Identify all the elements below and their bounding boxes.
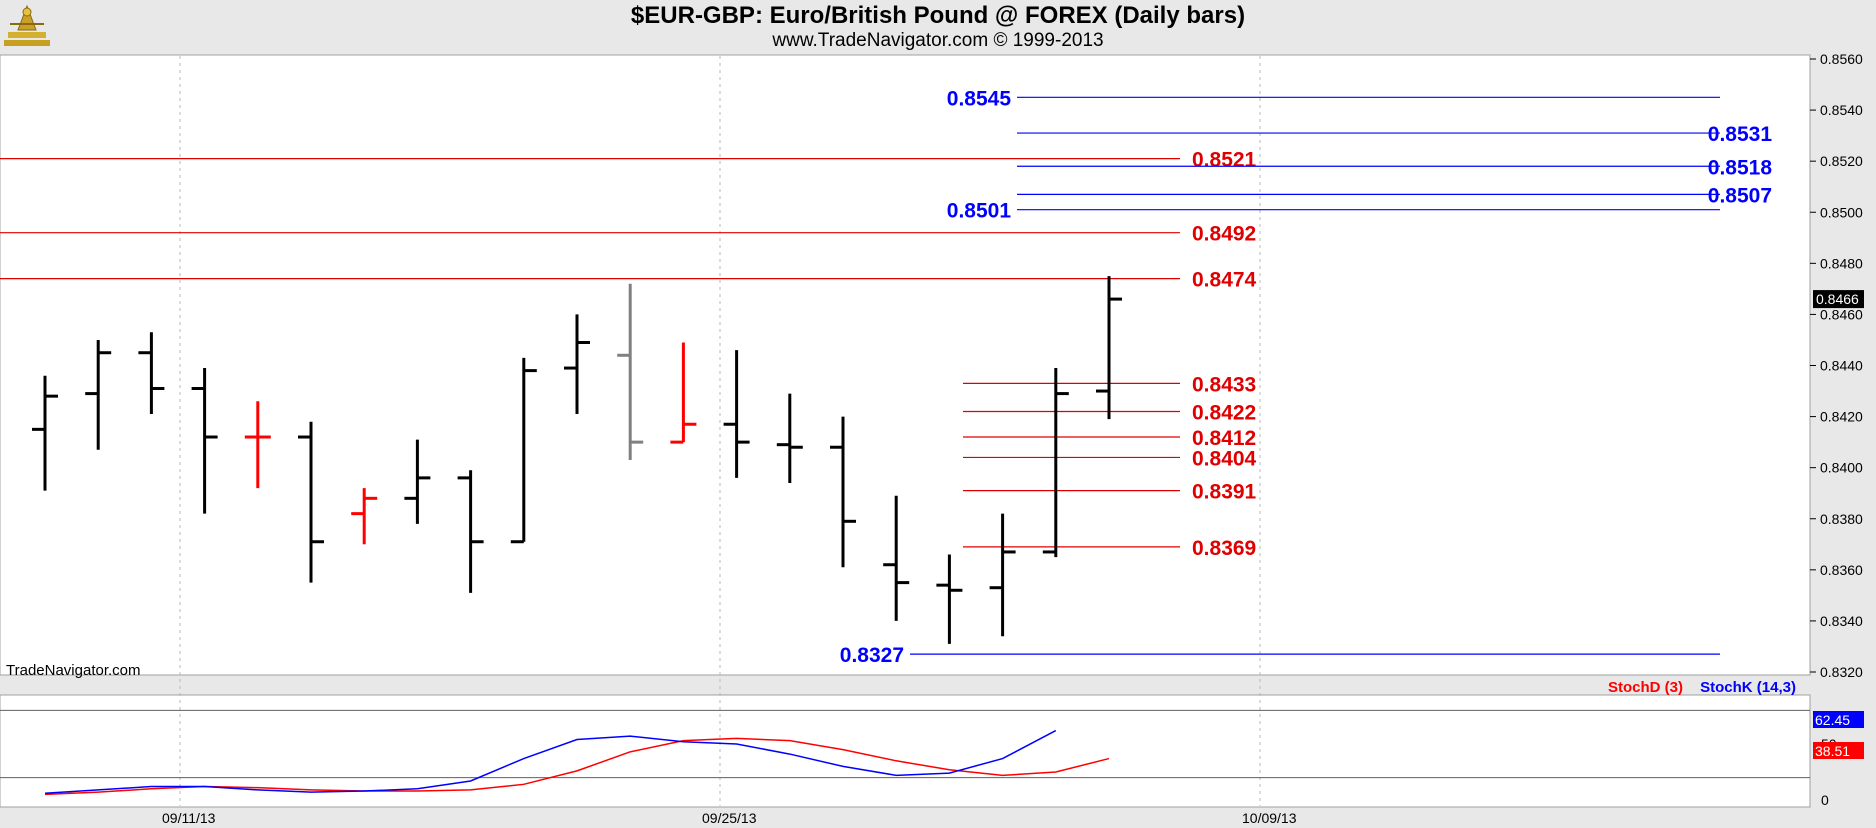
level-label: 0.8531 [1708,123,1773,146]
stochk-value-label: 62.45 [1815,712,1850,728]
level-label: 0.8501 [947,200,1012,223]
stochk-value-badge [1813,711,1864,728]
ohlc-bar [883,495,910,621]
date-x-axis: 09/11/13 09/25/13 10/09/13 [162,810,1297,826]
y-tick-label: 0.8360 [1820,562,1863,578]
ohlc-bar [244,401,271,489]
level-label: 0.8412 [1192,427,1256,450]
y-tick-label: 0.8500 [1820,204,1863,220]
x-tick-label: 09/11/13 [162,810,216,826]
ohlc-bar [776,393,803,483]
stoch-panel-bg [0,694,1811,808]
ohlc-bar [457,470,484,593]
ohlc-bar [85,339,112,450]
ohlc-bar [191,368,218,514]
ohlc-bar [830,416,856,568]
y-tick-label: 0.8540 [1820,102,1863,118]
chart-subtitle: www.TradeNavigator.com © 1999-2013 [772,30,1104,51]
ohlc-bar [617,283,644,461]
level-label: 0.8521 [1192,149,1257,172]
price-y-axis: 0.85600.85400.85200.85000.84800.84600.84… [1810,51,1864,680]
x-tick-label: 09/25/13 [702,810,757,826]
y-tick-label: 0.8460 [1820,306,1863,322]
y-tick-label: 0.8440 [1820,358,1863,374]
y-tick-label: 0.8340 [1820,613,1863,629]
y-tick-label: 0.8560 [1820,51,1863,67]
grid-lines [179,56,1261,806]
support-resistance-levels: 0.8545 0.8531 0.8521 0.8518 0.8507 0.8501 0.84… [0,87,1772,667]
stochk-line [44,729,1057,795]
ohlc-bar [32,375,58,491]
level-label: 0.8507 [1708,184,1772,207]
level-label: 0.8404 [1192,447,1257,470]
level-label: 0.8391 [1192,481,1257,504]
ohlc-bar [723,350,750,478]
ohlc-bar [404,439,431,524]
ohlc-bar [564,314,590,415]
y-tick-label: 0.8380 [1820,511,1863,527]
stochd-legend: StochD (3) [1608,679,1683,696]
ohlc-bar [1042,368,1069,558]
last-price-label: 0.8466 [1816,291,1859,307]
stoch-y-tick-label: 0 [1821,792,1829,808]
ohlc-bar [298,421,324,583]
stochd-value-label: 38.51 [1815,743,1850,759]
ohlc-bar [510,357,537,544]
x-tick-label: 10/09/13 [1242,810,1297,826]
y-tick-label: 0.8320 [1820,664,1863,680]
ohlc-bar [936,554,963,644]
y-tick-label: 0.8520 [1820,153,1863,169]
price-bars [32,276,1122,644]
last-price-badge [1813,290,1864,309]
y-tick-label: 0.8420 [1820,409,1863,425]
watermark-text: TradeNavigator.com [6,662,141,679]
chart-title: $EUR-GBP: Euro/British Pound @ FOREX (Da… [630,2,1246,29]
ohlc-bar [138,332,165,415]
ohlc-bar [670,342,697,444]
level-label: 0.8474 [1192,269,1257,292]
stochd-value-badge [1813,742,1864,759]
y-tick-label: 0.8400 [1820,460,1863,476]
ohlc-bar [1096,276,1122,420]
level-label: 0.8518 [1708,156,1773,179]
y-tick-label: 0.8480 [1820,255,1863,271]
level-label: 0.8369 [1192,537,1256,560]
level-label: 0.8327 [840,644,904,667]
level-label: 0.8433 [1192,373,1256,396]
level-label: 0.8545 [947,87,1012,110]
ohlc-bar [351,488,378,545]
ohlc-bar [989,513,1016,637]
stochk-legend: StochK (14,3) [1700,679,1796,696]
level-label: 0.8422 [1192,401,1256,424]
trade-navigator-logo-icon [4,4,50,46]
level-label: 0.8492 [1192,223,1256,246]
